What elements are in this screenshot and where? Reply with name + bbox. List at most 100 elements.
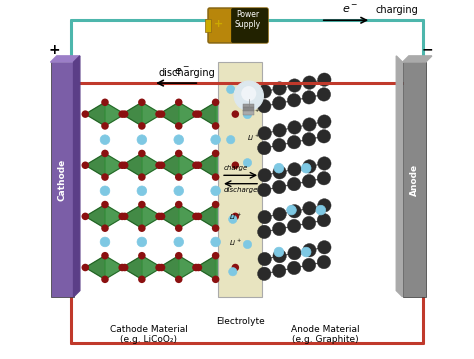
- Text: Anode Material
(e.g. Graphite): Anode Material (e.g. Graphite): [291, 325, 359, 344]
- Circle shape: [158, 162, 165, 169]
- Polygon shape: [396, 56, 402, 297]
- Polygon shape: [216, 205, 235, 228]
- Circle shape: [287, 261, 301, 275]
- Polygon shape: [122, 153, 142, 177]
- Circle shape: [273, 208, 286, 221]
- Circle shape: [303, 243, 316, 257]
- Circle shape: [273, 124, 286, 137]
- Circle shape: [155, 264, 163, 271]
- Circle shape: [138, 150, 146, 157]
- Text: +: +: [49, 43, 61, 57]
- Circle shape: [101, 98, 109, 106]
- Circle shape: [175, 252, 182, 260]
- Circle shape: [303, 118, 316, 131]
- Circle shape: [258, 85, 272, 98]
- Circle shape: [211, 135, 220, 145]
- Circle shape: [118, 162, 126, 169]
- Circle shape: [137, 135, 146, 145]
- Circle shape: [318, 241, 331, 254]
- Circle shape: [101, 201, 109, 208]
- Circle shape: [318, 157, 331, 170]
- Circle shape: [100, 135, 110, 145]
- Circle shape: [100, 237, 110, 247]
- Text: Electrolyte: Electrolyte: [216, 317, 264, 326]
- Polygon shape: [196, 256, 216, 279]
- Polygon shape: [159, 102, 179, 126]
- Circle shape: [273, 250, 286, 263]
- Circle shape: [288, 205, 301, 218]
- FancyBboxPatch shape: [402, 62, 426, 297]
- Circle shape: [82, 264, 89, 271]
- Circle shape: [227, 135, 235, 144]
- Circle shape: [287, 94, 301, 107]
- Circle shape: [155, 110, 163, 118]
- Circle shape: [273, 180, 286, 194]
- Circle shape: [274, 163, 284, 173]
- Polygon shape: [196, 153, 216, 177]
- Circle shape: [258, 252, 272, 266]
- Polygon shape: [159, 256, 179, 279]
- Polygon shape: [216, 102, 235, 126]
- Circle shape: [273, 139, 286, 152]
- Circle shape: [301, 247, 311, 257]
- Circle shape: [211, 237, 220, 247]
- Circle shape: [138, 276, 146, 283]
- Circle shape: [175, 122, 182, 130]
- Polygon shape: [159, 205, 179, 228]
- Circle shape: [232, 213, 239, 220]
- Circle shape: [212, 252, 219, 260]
- Circle shape: [212, 150, 219, 157]
- Circle shape: [232, 162, 239, 169]
- Text: discharging: discharging: [158, 67, 215, 78]
- Circle shape: [101, 252, 109, 260]
- Circle shape: [317, 130, 331, 143]
- Circle shape: [274, 247, 284, 257]
- Circle shape: [243, 240, 252, 249]
- Circle shape: [228, 267, 237, 276]
- Polygon shape: [402, 56, 432, 62]
- Circle shape: [175, 150, 182, 157]
- Circle shape: [121, 264, 128, 271]
- Polygon shape: [105, 102, 125, 126]
- Circle shape: [317, 172, 331, 185]
- Circle shape: [82, 162, 89, 169]
- Circle shape: [273, 82, 286, 95]
- Circle shape: [273, 264, 286, 278]
- Text: charging: charging: [375, 5, 418, 15]
- Circle shape: [212, 201, 219, 208]
- Circle shape: [257, 225, 271, 239]
- Circle shape: [121, 110, 128, 118]
- Circle shape: [175, 276, 182, 283]
- Circle shape: [192, 110, 200, 118]
- Circle shape: [175, 173, 182, 181]
- Polygon shape: [179, 205, 199, 228]
- Circle shape: [195, 110, 202, 118]
- Circle shape: [234, 81, 264, 110]
- Circle shape: [101, 122, 109, 130]
- Circle shape: [174, 186, 183, 196]
- Text: Cathode Material
(e.g. LiCoO₂): Cathode Material (e.g. LiCoO₂): [110, 325, 188, 344]
- Circle shape: [303, 160, 316, 173]
- Circle shape: [212, 122, 219, 130]
- Circle shape: [158, 213, 165, 220]
- Circle shape: [303, 202, 316, 215]
- Circle shape: [138, 252, 146, 260]
- Circle shape: [101, 276, 109, 283]
- Circle shape: [317, 214, 331, 227]
- FancyBboxPatch shape: [243, 104, 254, 107]
- Polygon shape: [105, 205, 125, 228]
- Polygon shape: [196, 205, 216, 228]
- Circle shape: [257, 267, 271, 280]
- Circle shape: [118, 264, 126, 271]
- Polygon shape: [105, 256, 125, 279]
- Circle shape: [175, 201, 182, 208]
- Circle shape: [302, 216, 316, 230]
- Polygon shape: [73, 56, 80, 297]
- Circle shape: [302, 91, 316, 104]
- Circle shape: [82, 213, 89, 220]
- Text: discharge: discharge: [224, 187, 258, 193]
- Circle shape: [192, 213, 200, 220]
- Polygon shape: [179, 102, 199, 126]
- Circle shape: [318, 199, 331, 212]
- Circle shape: [228, 215, 237, 224]
